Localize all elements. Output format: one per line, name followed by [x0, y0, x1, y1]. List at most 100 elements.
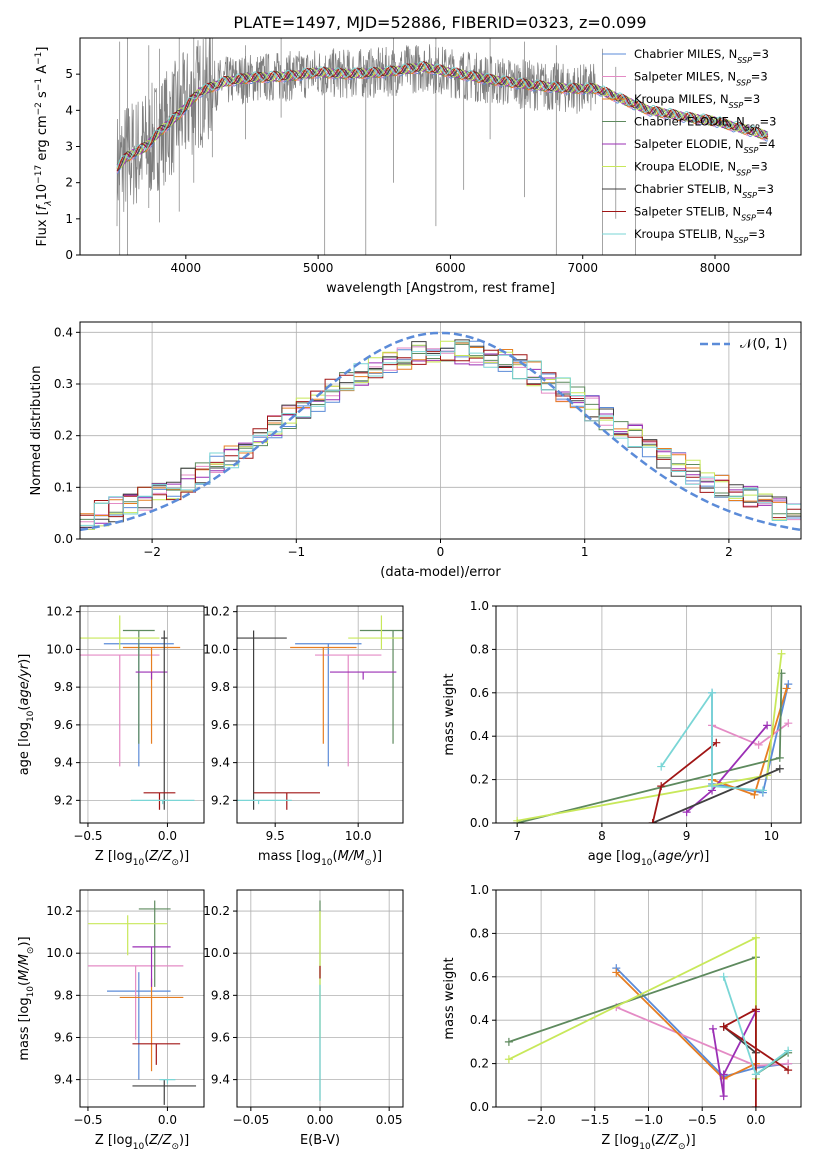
- weight-line-salp_elodie: [686, 724, 768, 813]
- y-tick-label: 10.2: [46, 904, 73, 918]
- y-tick-label: 0.4: [470, 1013, 489, 1027]
- label-part: A: [35, 65, 50, 78]
- label-part: age/yr: [17, 662, 32, 705]
- y-tick-label: 10.2: [203, 605, 230, 619]
- y-tick-label: 0: [65, 248, 73, 262]
- panel-residual-histogram: −2 −1 0 1 2 0.0 0.1 0.2 0.3 0.4 (data-model)/error…: [29, 321, 802, 580]
- label-part: )]: [686, 1133, 696, 1148]
- y-tick-label: 0.6: [470, 686, 489, 700]
- weight-marker-krou_miles: [750, 790, 759, 799]
- legend-text: Salpeter STELIB, N: [634, 205, 741, 219]
- weight-line-salp_stelib: [721, 1007, 789, 1107]
- weight-marker-krou_elodie: [777, 649, 786, 658]
- label-part: (data-model)/error: [380, 565, 501, 580]
- label-part: )]: [179, 1133, 189, 1148]
- legend-subscript: SSP: [744, 146, 759, 155]
- weight-marker-krou_miles: [612, 968, 621, 977]
- y-axis-label: Flux [fλ10−17 erg cm−2 s−1 A−1]: [34, 47, 54, 247]
- label-part: −2: [34, 102, 44, 115]
- label-part: 10: [321, 858, 333, 868]
- label-part: Z [log: [601, 1133, 639, 1148]
- y-tick-label: 9.2: [211, 793, 230, 807]
- y-tick-label: 0.1: [54, 480, 73, 494]
- legend-subscript: SSP: [742, 191, 757, 200]
- legend-label-krou_elodie: Kroupa ELODIE, NSSP=3: [634, 160, 768, 178]
- y-tick-label: 0.2: [470, 773, 489, 787]
- histogram-chab_stelib: [80, 339, 801, 528]
- y-tick-label: 5: [65, 67, 73, 81]
- y-tick-label: 10.2: [203, 904, 230, 918]
- weight-marker-salp_stelib: [712, 738, 721, 747]
- legend-subscript: SSP: [734, 236, 749, 245]
- y-tick-label: 9.8: [211, 680, 230, 694]
- legend-text: Kroupa ELODIE, N: [634, 160, 736, 174]
- x-tick-label: 10: [764, 829, 779, 843]
- weight-marker-krou_stelib: [719, 972, 728, 981]
- legend-text: Salpeter MILES, N: [634, 70, 736, 84]
- y-tick-label: 1: [65, 212, 73, 226]
- weight-marker-krou_stelib: [758, 786, 767, 795]
- panel-spectrum: 4000 5000 6000 7000 8000 0 1 2 3 4 5 wavelength [An…: [34, 37, 802, 296]
- plot-area: [496, 606, 801, 823]
- y-tick-label: 0.8: [470, 926, 489, 940]
- label-part: )]: [372, 849, 382, 864]
- weight-marker-chab_stelib: [775, 764, 784, 773]
- legend-text: Salpeter ELODIE, N: [634, 137, 744, 151]
- y-axis-label: age [log10(age/yr)]: [17, 654, 36, 776]
- x-tick-label: 7000: [567, 261, 598, 275]
- weight-marker-salp_stelib: [657, 782, 666, 791]
- label-part: 10: [35, 184, 50, 201]
- label-part: age [log: [17, 722, 32, 775]
- panel-age-vs-Z: −0.5 0.09.29.49.69.810.010.2Z [log10(Z/Z⊙…: [17, 605, 205, 868]
- legend-subscript: SSP: [736, 78, 751, 87]
- weight-marker-salp_stelib: [648, 819, 657, 823]
- axes-frame: [495, 605, 802, 824]
- axes-frame: [79, 889, 205, 1108]
- weight-marker-krou_elodie: [751, 933, 760, 942]
- x-tick-label: 0: [437, 545, 445, 559]
- label-part: Flux [: [35, 210, 50, 246]
- x-tick-label: 0.00: [307, 1113, 334, 1127]
- weight-marker-krou_stelib: [751, 1070, 760, 1079]
- x-tick-label: 7: [513, 829, 521, 843]
- model-spectrum-chab_elodie: [116, 63, 769, 166]
- legend-tail: =3: [751, 160, 768, 174]
- y-axis-label: mass [log10(M/M⊙)]: [17, 936, 36, 1060]
- label-part: ⊙: [678, 1142, 686, 1152]
- label-part: ]: [35, 47, 50, 52]
- label-part: )]: [17, 654, 32, 664]
- plot-area: [116, 38, 769, 255]
- legend-subscript: SSP: [729, 101, 744, 110]
- x-axis-label: Z [log10(Z/Z⊙)]: [95, 849, 189, 868]
- x-tick-label: 6000: [435, 261, 466, 275]
- x-tick-label: 0.05: [376, 1113, 403, 1127]
- y-tick-label: 9.8: [211, 988, 230, 1002]
- x-tick-label: 9: [683, 829, 691, 843]
- weight-marker-salp_elodie: [763, 721, 772, 730]
- weight-line-chab_stelib: [652, 767, 781, 823]
- panel-mass-vs-EBV: −0.05 0.00 0.05 9.4 9.6 9.8 10.0 10.2 E(B-V): [203, 889, 404, 1148]
- weight-marker-krou_elodie: [504, 1055, 513, 1064]
- label-part: ⊙: [26, 947, 36, 955]
- y-tick-label: 9.4: [211, 1073, 230, 1087]
- x-tick-label: −1.0: [634, 1113, 663, 1127]
- model-spectrum-salp_stelib: [116, 60, 769, 172]
- legend-label-chab_miles: Chabrier MILES, NSSP=3: [634, 47, 769, 65]
- x-tick-label: 8000: [700, 261, 731, 275]
- y-tick-label: 10.0: [203, 642, 230, 656]
- histogram-salp_stelib: [80, 349, 801, 519]
- label-part: −1: [34, 78, 44, 91]
- label-part: ⊙: [171, 858, 179, 868]
- legend-tail: =3: [743, 92, 760, 106]
- weight-marker-krou_stelib: [708, 688, 717, 697]
- y-tick-label: 0.0: [470, 816, 489, 830]
- y-tick-label: 9.6: [54, 718, 73, 732]
- legend-label-chab_elodie: Chabrier ELODIE, NSSP=3: [634, 115, 776, 133]
- y-axis-label: Normed distribution: [29, 366, 44, 496]
- label-part: ⊙: [171, 1142, 179, 1152]
- x-tick-label: 4000: [171, 261, 202, 275]
- label-part: age [log: [588, 849, 641, 864]
- plot-area: [80, 890, 204, 1107]
- y-tick-label: 9.2: [54, 793, 73, 807]
